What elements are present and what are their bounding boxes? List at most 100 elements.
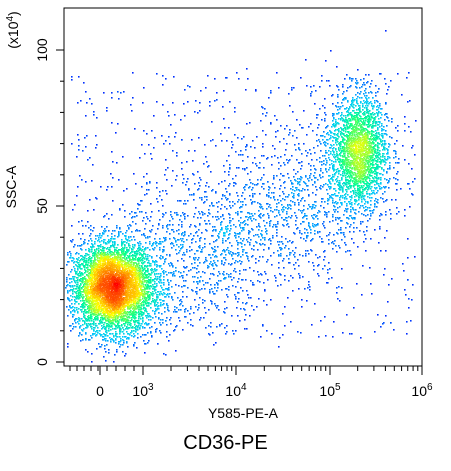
event-point — [85, 271, 87, 273]
event-point — [149, 297, 151, 299]
event-point — [80, 268, 82, 270]
event-point — [104, 252, 106, 254]
event-point — [104, 286, 106, 288]
event-point — [93, 282, 95, 284]
event-point — [126, 247, 128, 249]
event-point — [93, 264, 95, 266]
event-point — [128, 283, 130, 285]
event-point — [83, 284, 85, 286]
event-point — [129, 270, 131, 272]
event-point — [111, 277, 113, 279]
event-point — [98, 293, 100, 295]
event-point — [102, 322, 104, 324]
event-point — [128, 281, 130, 283]
event-point — [91, 272, 93, 274]
event-point — [120, 304, 122, 306]
event-point — [94, 291, 96, 293]
event-point — [138, 290, 140, 292]
event-point — [90, 286, 92, 288]
event-point — [89, 306, 91, 308]
event-point — [85, 253, 87, 255]
event-point — [70, 330, 72, 332]
event-point — [108, 259, 110, 261]
event-point — [100, 246, 102, 248]
event-point — [134, 245, 136, 247]
event-point — [70, 289, 72, 291]
event-point — [74, 320, 76, 322]
event-point — [84, 278, 86, 280]
event-point — [106, 306, 108, 308]
event-point — [142, 314, 144, 316]
event-point — [96, 268, 98, 270]
event-point — [67, 290, 69, 292]
event-point — [100, 311, 102, 313]
event-point — [105, 277, 107, 279]
event-point — [110, 320, 112, 322]
event-point — [198, 307, 200, 309]
event-point — [123, 293, 125, 295]
event-point — [106, 284, 108, 286]
event-point — [110, 285, 112, 287]
event-point — [159, 294, 161, 296]
event-point — [79, 318, 81, 320]
event-point — [114, 312, 116, 314]
event-point — [102, 304, 104, 306]
event-point — [86, 296, 88, 298]
event-point — [150, 265, 152, 267]
event-point — [130, 291, 132, 293]
event-point — [111, 289, 113, 291]
event-point — [72, 257, 74, 259]
event-point — [104, 273, 106, 275]
event-point — [145, 334, 147, 336]
event-point — [122, 242, 124, 244]
event-point — [128, 299, 130, 301]
event-point — [119, 276, 121, 278]
event-point — [94, 295, 96, 297]
event-point — [133, 298, 135, 300]
event-point — [104, 290, 106, 292]
event-point — [111, 287, 113, 289]
event-point — [112, 261, 114, 263]
event-point — [95, 316, 97, 318]
event-point — [122, 290, 124, 292]
event-point — [139, 314, 141, 316]
event-point — [92, 269, 94, 271]
event-point — [113, 276, 115, 278]
event-point — [132, 289, 134, 291]
event-point — [92, 291, 94, 293]
event-point — [87, 265, 89, 267]
event-point — [112, 292, 114, 294]
event-point — [125, 311, 127, 313]
event-point — [119, 267, 121, 269]
event-point — [100, 335, 102, 337]
event-point — [124, 271, 126, 273]
event-point — [104, 260, 106, 262]
event-point — [108, 286, 110, 288]
event-point — [124, 245, 126, 247]
event-point — [135, 317, 137, 319]
event-point — [124, 294, 126, 296]
event-point — [115, 326, 117, 328]
event-point — [105, 340, 107, 342]
event-point — [135, 256, 137, 258]
event-point — [156, 269, 158, 271]
event-point — [103, 265, 105, 267]
event-point — [127, 270, 129, 272]
event-point — [103, 267, 105, 269]
event-point — [124, 311, 126, 313]
event-point — [109, 287, 111, 289]
event-point — [118, 326, 120, 328]
event-point — [123, 253, 125, 255]
event-point — [125, 313, 127, 315]
event-point — [99, 245, 101, 247]
event-point — [113, 275, 115, 277]
event-point — [116, 309, 118, 311]
event-point — [117, 280, 119, 282]
event-point — [74, 281, 76, 283]
event-point — [142, 301, 144, 303]
event-point — [125, 269, 127, 271]
event-point — [92, 308, 94, 310]
event-point — [125, 235, 127, 237]
event-point — [166, 331, 168, 333]
event-point — [80, 284, 82, 286]
